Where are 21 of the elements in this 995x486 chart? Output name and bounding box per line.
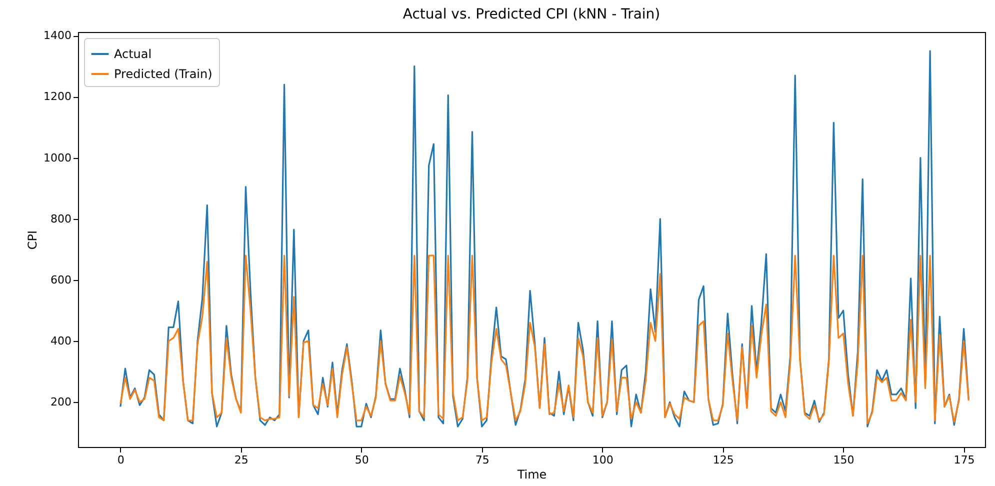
line-series — [120, 254, 970, 424]
y-tick-label: 200 — [50, 396, 72, 409]
y-tick-label: 1000 — [44, 151, 72, 164]
y-axis-title: CPI — [26, 230, 40, 250]
y-tick-label: 400 — [50, 334, 72, 348]
x-tick-label: 150 — [833, 454, 854, 466]
legend-label: Actual — [114, 47, 152, 61]
y-tick-label: 1400 — [44, 29, 72, 42]
y-tick-label: 800 — [50, 212, 72, 226]
x-tick-label: 175 — [954, 454, 975, 466]
chart-title: Actual vs. Predicted CPI (kNN - Train) — [402, 6, 660, 23]
y-tick-label: 1200 — [44, 90, 72, 104]
x-tick-label: 75 — [475, 454, 490, 466]
legend-label: Predicted (Train) — [114, 67, 212, 81]
y-tick-label: 600 — [50, 273, 72, 286]
x-tick-label: 0 — [117, 454, 124, 466]
x-axis-title: Time — [516, 468, 547, 482]
x-tick-label: 50 — [354, 454, 369, 466]
x-tick-label: 25 — [234, 454, 248, 466]
x-tick-label: 125 — [712, 454, 734, 466]
x-tick-label: 100 — [592, 454, 614, 466]
